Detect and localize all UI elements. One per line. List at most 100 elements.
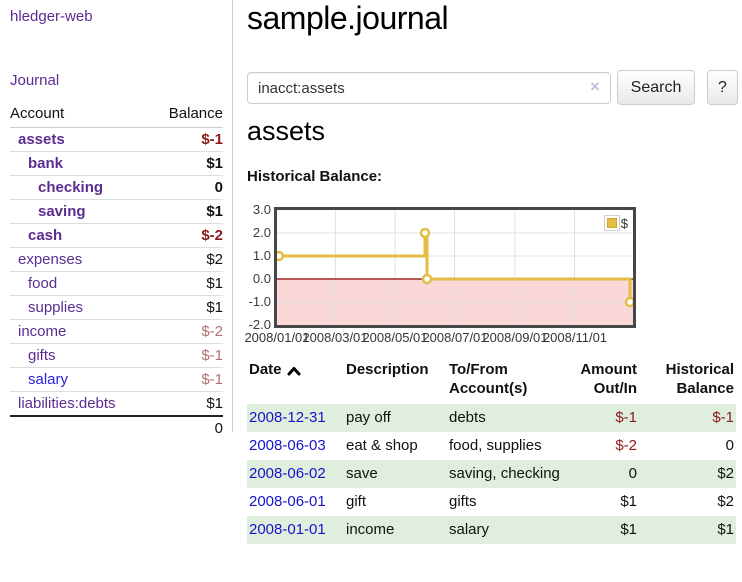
register-header-accounts: To/From Account(s) [449,361,528,397]
account-link-liabilities-debts[interactable]: liabilities:debts [18,395,116,412]
account-link-checking[interactable]: checking [38,179,104,196]
y-tick: -2.0 [248,317,271,332]
account-link-supplies[interactable]: supplies [28,299,84,316]
legend-swatch [606,218,617,228]
account-link-food[interactable]: food [28,275,58,292]
register-table: Date Description To/From Account(s) Amou… [247,356,736,544]
register-row[interactable]: 2008-12-31 pay off debts $-1 $-1 [247,404,736,432]
search-button[interactable]: Search [617,70,695,105]
y-tick: -1.0 [248,294,271,309]
legend-swatch-frame [603,215,620,231]
gridlines [277,210,633,325]
transaction-accounts: food, supplies [449,437,542,454]
transaction-description: pay off [346,409,391,426]
transaction-date-link[interactable]: 2008-01-01 [249,521,326,538]
account-link-bank[interactable]: bank [28,155,64,172]
account-balance: $1 [150,391,223,416]
register-row[interactable]: 2008-06-01 gift gifts $1 $2 [247,488,736,516]
transaction-accounts: gifts [449,493,477,510]
x-tick: 2008/11/01 [542,330,608,345]
account-link-saving[interactable]: saving [38,203,86,220]
y-tick: 0.0 [252,271,271,286]
chart-section-label: Historical Balance: [247,168,383,185]
account-row-food: food $1 [10,271,223,296]
account-link-assets[interactable]: assets [18,131,65,148]
account-balance: $1 [150,151,223,176]
historical-balance-chart: 3.0 2.0 1.0 0.0 -1.0 -2.0 [244,200,742,348]
register-header-amount: Amount Out/In [580,361,637,397]
account-row-gifts: gifts $-1 [10,343,223,368]
sort-ascending-icon [287,366,301,375]
chart-plot-area[interactable]: $ [274,207,636,328]
account-balance: $-2 [150,223,223,248]
register-row[interactable]: 2008-01-01 income salary $1 $1 [247,516,736,544]
accounts-table: Account Balance assets $-1 bank $1 check… [10,101,223,440]
account-balance: $-1 [201,131,223,148]
register-header-description: Description [346,361,429,378]
y-tick: 1.0 [252,248,271,263]
account-row-supplies: supplies $1 [10,295,223,320]
account-link-expenses[interactable]: expenses [18,251,83,268]
search-form: × Search ? [247,70,742,106]
register-header-date-label: Date [249,361,282,378]
data-point-markers [277,227,633,308]
transaction-date-link[interactable]: 2008-06-03 [249,437,326,454]
accounts-table-header: Account Balance [10,101,223,128]
account-row-bank: bank $1 [10,151,223,176]
app-brand-link[interactable]: hledger-web [10,8,93,25]
account-balance: $2 [150,247,223,272]
clear-search-icon[interactable]: × [590,77,600,96]
transaction-description: save [346,465,378,482]
help-button[interactable]: ? [707,70,738,105]
account-link-cash[interactable]: cash [28,227,63,244]
account-row-cash: cash $-2 [10,223,223,248]
accounts-total-value: 0 [150,415,223,440]
chart-canvas [277,210,633,325]
account-link-gifts[interactable]: gifts [28,347,56,364]
account-row-saving: saving $1 [10,199,223,224]
account-balance: $-2 [150,319,223,344]
x-tick: 2008/01/01 [244,330,310,345]
accounts-total-row: 0 [10,415,223,440]
account-link-income[interactable]: income [18,323,67,340]
x-tick: 2008/05/01 [362,330,428,345]
register-header-row: Date Description To/From Account(s) Amou… [247,356,736,404]
transaction-amount: $-1 [615,409,637,426]
sidebar-item-journal[interactable]: Journal [10,72,60,89]
register-row[interactable]: 2008-06-03 eat & shop food, supplies $-2… [247,432,736,460]
accounts-header-account: Account [10,101,151,128]
transaction-accounts: saving, checking [449,465,560,482]
x-tick: 2008/03/01 [302,330,368,345]
chart-legend: $ [603,215,628,231]
accounts-header-balance: Balance [150,101,223,128]
main-content: sample.journal × Search ? assets Histori… [244,0,742,582]
account-balance: 0 [150,175,223,200]
transaction-description: gift [346,493,367,510]
account-balance: $1 [150,271,223,296]
account-row-expenses: expenses $2 [10,247,223,272]
page-title: sample.journal [247,0,449,36]
transaction-date-link[interactable]: 2008-06-01 [249,493,326,510]
transaction-balance: $1 [717,521,734,538]
legend-label: $ [620,215,628,231]
sidebar: hledger-web Journal Account Balance asse… [0,0,233,440]
transaction-balance: 0 [725,437,734,454]
account-balance: $1 [150,295,223,320]
account-row-assets: assets $-1 [10,128,223,152]
register-row[interactable]: 2008-06-02 save saving, checking 0 $2 [247,460,736,488]
transaction-date-link[interactable]: 2008-06-02 [249,465,326,482]
transaction-balance: $2 [717,493,734,510]
transaction-amount: $-2 [615,437,637,454]
account-link-salary[interactable]: salary [28,371,69,388]
transaction-description: income [346,521,395,538]
account-heading: assets [247,116,326,146]
account-row-liabilities-debts: liabilities:debts $1 [10,391,223,416]
register-header-date[interactable]: Date [247,356,344,404]
account-row-income: income $-2 [10,319,223,344]
transaction-accounts: salary [449,521,490,538]
account-row-checking: checking 0 [10,175,223,200]
x-tick: 2008/09/01 [482,330,548,345]
transaction-amount: $1 [620,493,637,510]
search-input[interactable] [247,72,611,104]
transaction-date-link[interactable]: 2008-12-31 [249,409,326,426]
